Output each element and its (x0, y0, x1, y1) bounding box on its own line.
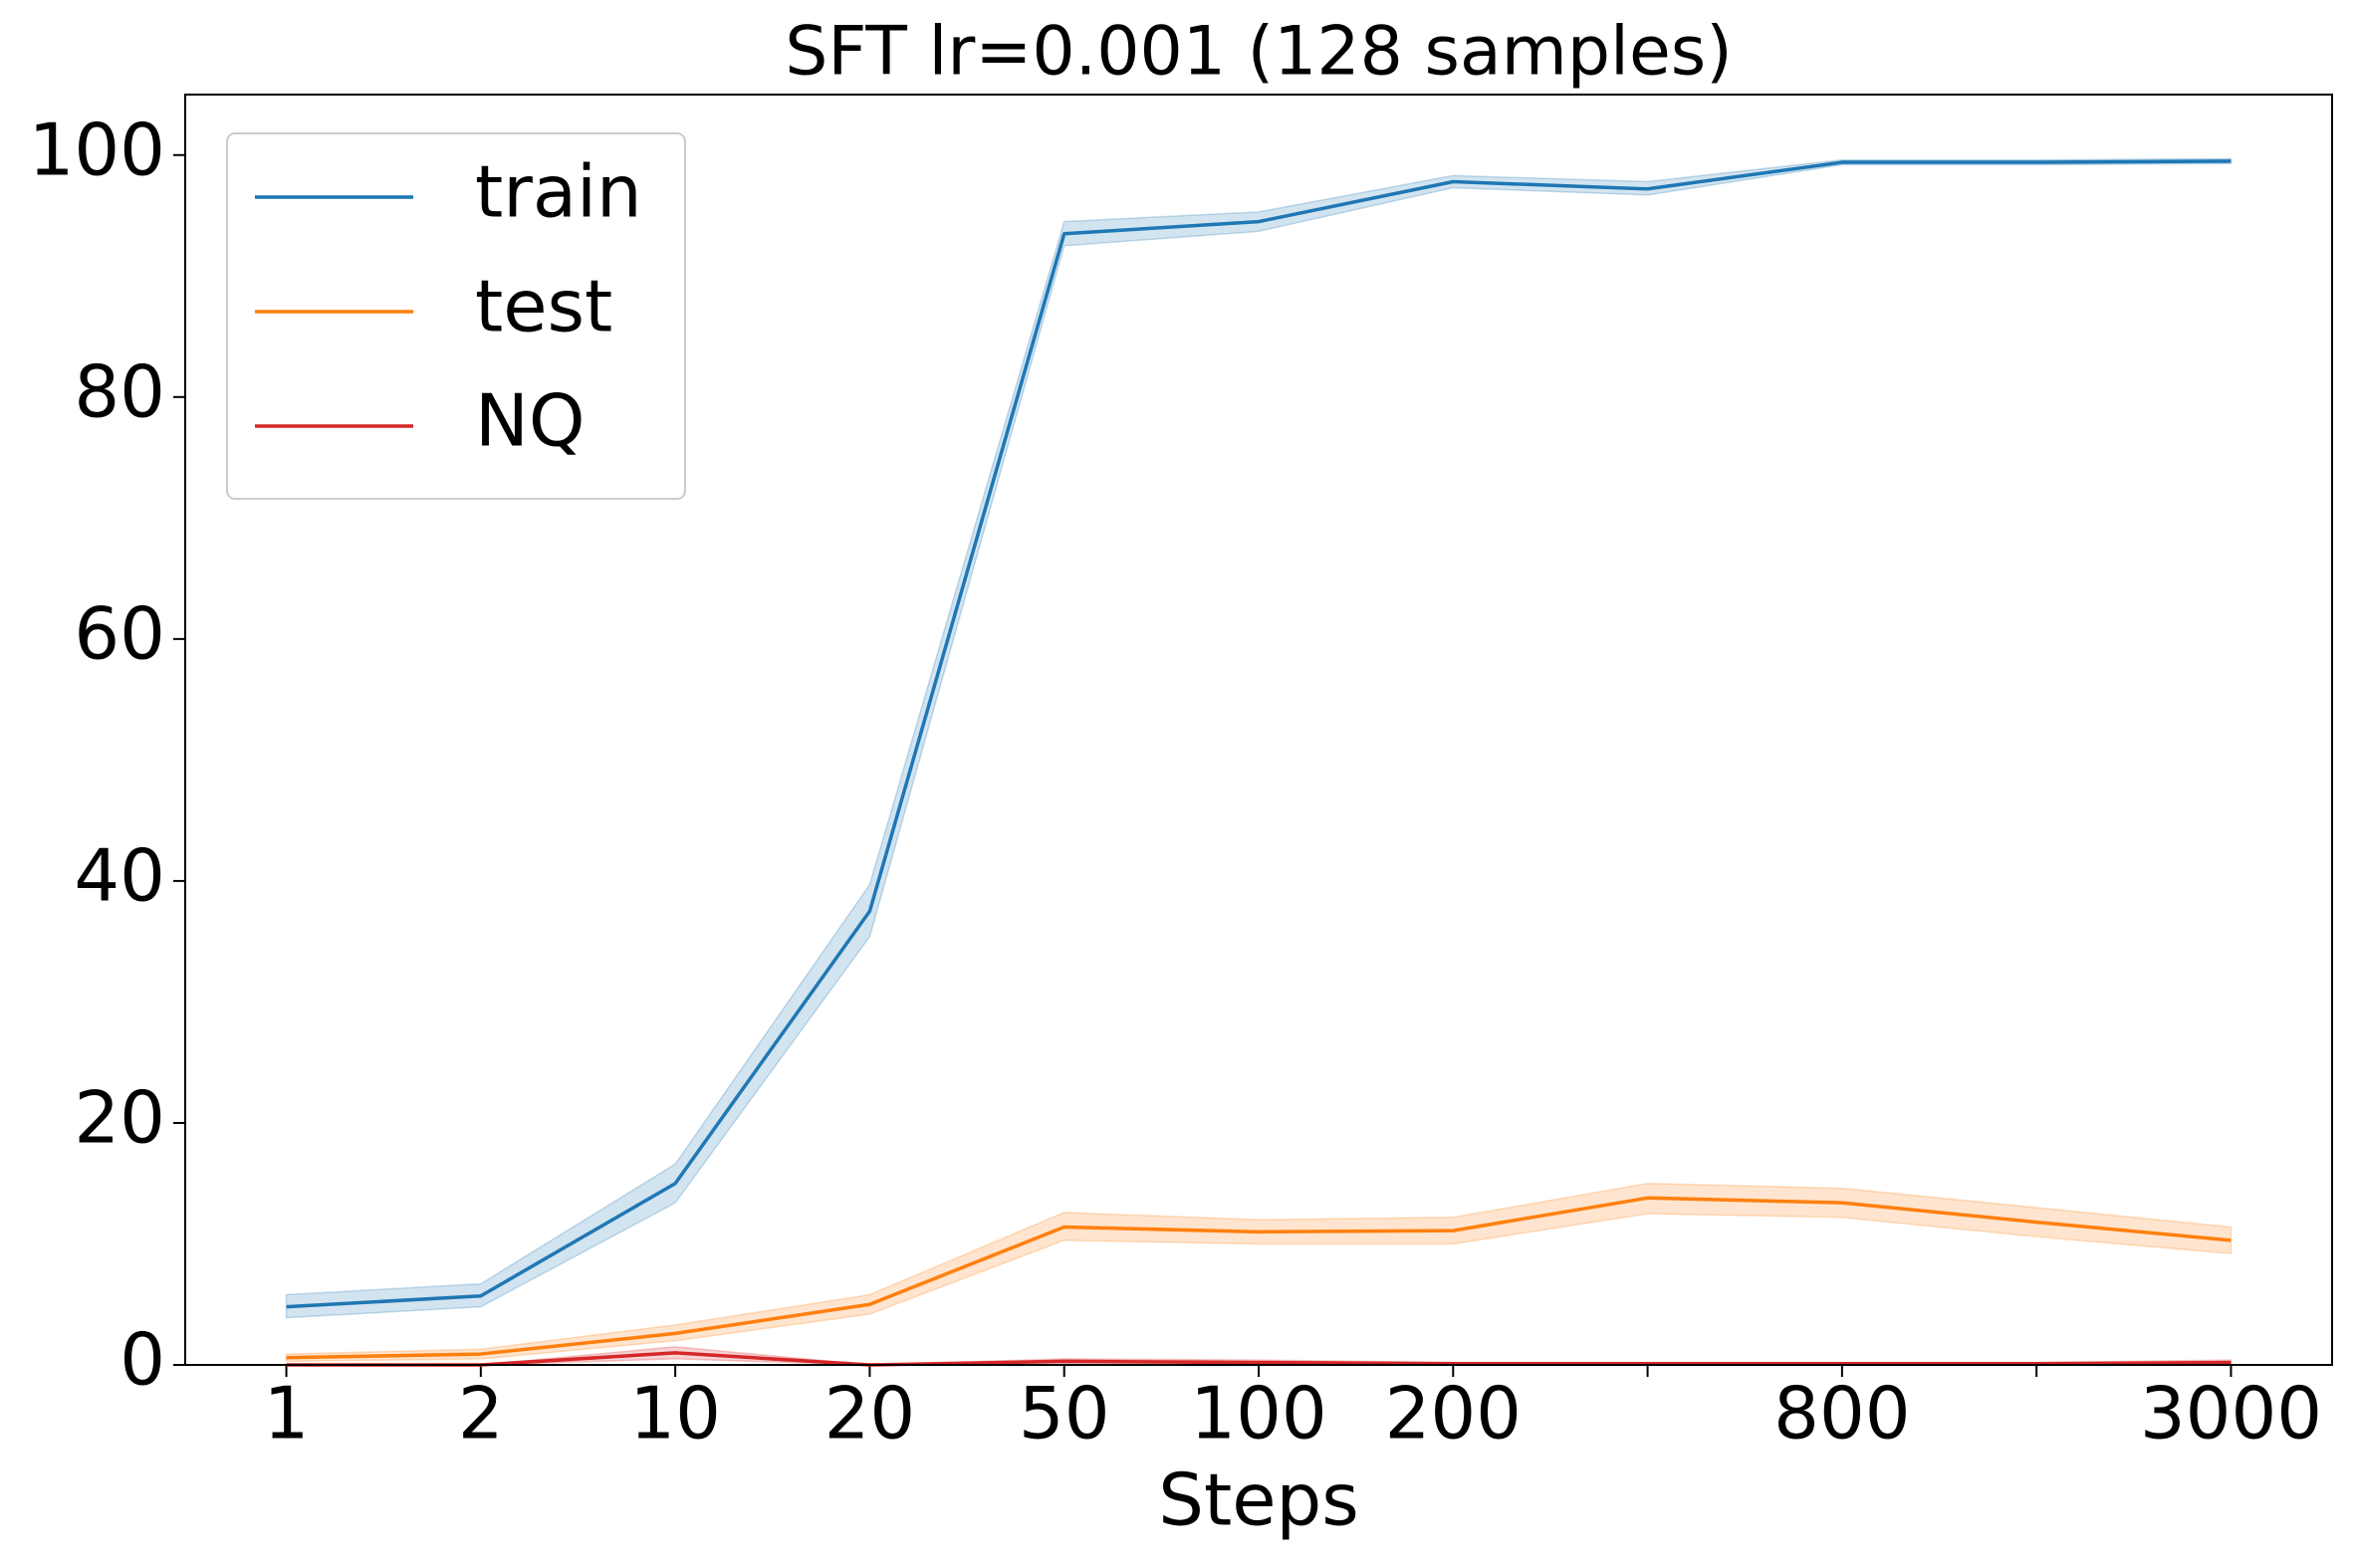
x-tick-label: 20 (824, 1372, 916, 1456)
confidence-band (285, 1182, 2233, 1363)
x-tick-label: 200 (1385, 1372, 1522, 1456)
series-line (286, 1351, 2232, 1367)
y-tick-label: 0 (119, 1318, 165, 1402)
y-tick-label: 60 (74, 591, 165, 675)
legend-label: NQ (475, 379, 586, 463)
y-tick-label: 80 (74, 349, 165, 433)
y-tick-label: 40 (74, 833, 165, 917)
x-tick-label: 2 (458, 1372, 504, 1456)
x-tick-label: 1 (264, 1372, 310, 1456)
legend-box (226, 132, 686, 500)
x-tick-label: 3000 (2140, 1372, 2322, 1456)
x-tick-label: 100 (1190, 1372, 1326, 1456)
plot-frame (184, 94, 2333, 1366)
y-tick-label: 100 (29, 108, 165, 191)
x-tick-label: 800 (1773, 1372, 1910, 1456)
x-tick-label: 10 (629, 1372, 721, 1456)
x-axis-label: Steps (1158, 1458, 1358, 1542)
series-line (286, 1196, 2232, 1360)
confidence-band (285, 157, 2233, 1319)
legend-label: test (475, 265, 612, 348)
legend-label: train (475, 150, 642, 234)
chart-title: SFT lr=0.001 (128 samples) (785, 13, 1732, 92)
y-tick-label: 20 (74, 1075, 165, 1159)
series-line (286, 159, 2232, 1309)
x-tick-label: 50 (1019, 1372, 1110, 1456)
legend: train test NQ (226, 132, 686, 500)
